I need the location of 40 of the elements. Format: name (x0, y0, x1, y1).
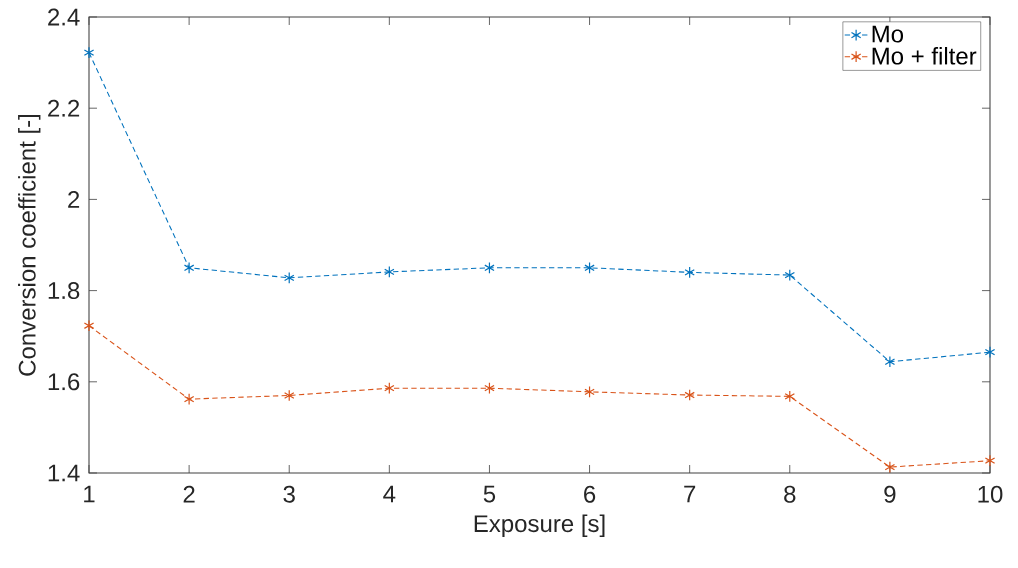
point (684, 389, 695, 401)
point (984, 346, 996, 359)
point (584, 385, 595, 398)
point (284, 271, 295, 284)
point (484, 261, 495, 274)
x-tick-label: 8 (784, 485, 796, 503)
point (183, 261, 195, 274)
point (384, 382, 395, 395)
x-tick-label: 6 (584, 485, 596, 503)
point (83, 46, 95, 59)
point (284, 389, 295, 402)
y-tick-label: 2.4 (48, 8, 80, 26)
x-tick-label: 7 (684, 485, 696, 503)
x-tick-label: 5 (483, 485, 496, 503)
point (183, 393, 195, 406)
y-tick-label: 1.4 (48, 464, 80, 482)
point (784, 269, 795, 282)
point (784, 390, 795, 403)
point (684, 266, 695, 279)
point (384, 265, 395, 278)
point (884, 355, 896, 368)
y-tick-label: 1.8 (48, 282, 80, 300)
y-tick-label: 2 (68, 191, 80, 208)
legend-label: Mo + filter (872, 46, 977, 65)
x-axis-title: Exposure [s] (474, 514, 605, 537)
y-axis-title: Conversion coefficient [-] (18, 114, 41, 376)
x-tick-label: 3 (283, 485, 295, 503)
legend-label: Mo (872, 25, 904, 43)
y-tick-label: 2.2 (48, 99, 80, 117)
x-tick-label: 10 (978, 485, 1003, 503)
point (884, 461, 896, 474)
point (83, 319, 95, 332)
y-tick-label: 1.6 (48, 373, 80, 391)
x-tick-label: 2 (183, 485, 195, 503)
x-tick-label: 1 (84, 485, 95, 503)
point (584, 261, 595, 274)
x-tick-label: 4 (383, 485, 396, 503)
x-tick-label: 9 (884, 485, 896, 503)
point (484, 382, 495, 395)
point (984, 454, 996, 467)
